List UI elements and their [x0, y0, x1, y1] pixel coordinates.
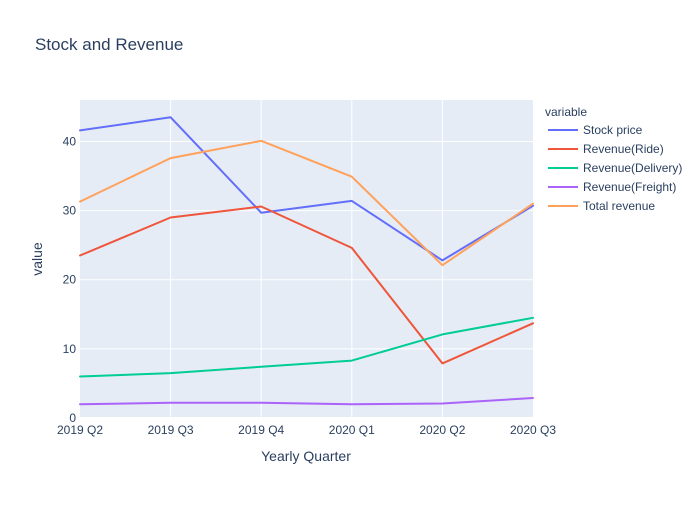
x-gridlines	[170, 100, 443, 418]
x-tick-label: 2019 Q2	[57, 423, 103, 437]
y-axis-ticks: 0 10 20 30 40	[63, 134, 77, 425]
series-lines	[79, 116, 534, 406]
x-axis-title: Yearly Quarter	[261, 448, 351, 464]
x-tick-label: 2019 Q3	[148, 423, 194, 437]
x-tick-label: 2020 Q2	[419, 423, 465, 437]
chart-title: Stock and Revenue	[35, 35, 183, 54]
y-tick-label: 20	[63, 273, 77, 287]
legend-label: Stock price	[583, 123, 643, 137]
x-tick-label: 2020 Q1	[329, 423, 375, 437]
y-axis-title: value	[29, 242, 45, 276]
series-line-4	[79, 397, 534, 406]
x-tick-label: 2019 Q4	[238, 423, 284, 437]
series-line-3	[79, 316, 534, 378]
y-tick-label: 10	[63, 342, 77, 356]
x-axis-ticks: 2019 Q2 2019 Q3 2019 Q4 2020 Q1 2020 Q2 2020 …	[57, 423, 556, 437]
y-gridlines	[80, 140, 533, 419]
x-tick-label: 2020 Q3	[510, 423, 556, 437]
series-line-2	[79, 205, 534, 365]
y-tick-label: 0	[69, 411, 76, 425]
legend-label: Revenue(Freight)	[583, 180, 676, 194]
legend-label: Revenue(Ride)	[583, 142, 664, 156]
series-line-1	[79, 116, 534, 262]
y-tick-label: 40	[63, 134, 77, 148]
legend-label: Total revenue	[583, 199, 655, 213]
plot-area	[80, 100, 533, 418]
legend-items: Stock price Revenue(Ride) Revenue(Delivery…	[548, 123, 682, 213]
legend-title: variable	[545, 105, 587, 119]
series-line-5	[79, 139, 534, 267]
legend: variable Stock price Revenue(Ride) Revenue…	[545, 105, 682, 213]
legend-label: Revenue(Delivery)	[583, 161, 682, 175]
y-tick-label: 30	[63, 204, 77, 218]
